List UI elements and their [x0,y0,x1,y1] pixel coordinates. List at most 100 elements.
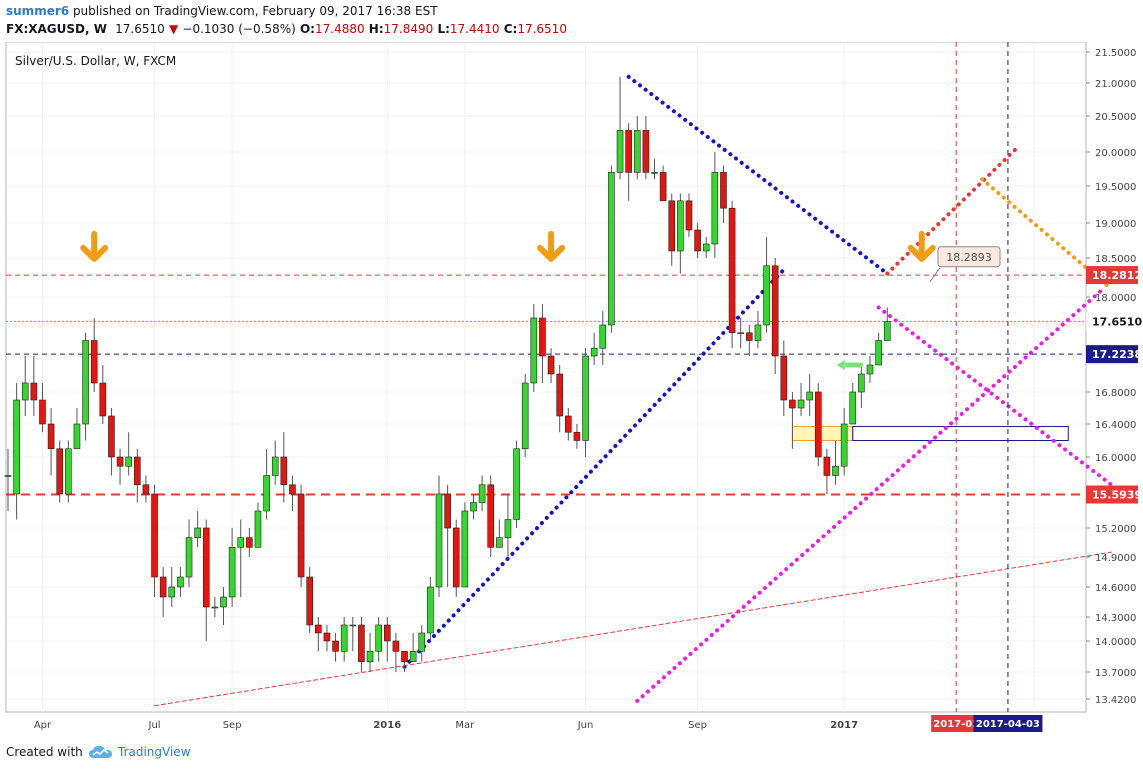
candle [116,448,124,485]
candle [39,383,46,433]
candle [668,193,676,266]
candle-body [263,475,270,512]
candle-body [56,448,64,495]
candle [125,432,132,476]
level-label: 15.5939 [1092,489,1142,502]
candle-body [21,382,29,401]
candle [151,484,158,597]
candle [4,448,12,511]
candle-body [737,332,745,335]
publish-header: summer6 published on TradingView.com, Fe… [0,0,1143,42]
candle-body [211,606,219,609]
price-chart[interactable]: Silver/U.S. Dollar, W, FXCM 21.5000 21.00… [0,42,1143,738]
date-marker-label: 2017-02 [933,719,979,730]
candle-body [547,355,555,375]
candle-body [65,448,72,495]
candle [616,76,624,180]
y-tick-label: 19.5000 [1095,182,1136,193]
candle-body [496,537,503,548]
candle-body [478,484,486,503]
trend-line [154,551,1112,707]
plot-area[interactable] [5,42,1087,713]
candle [323,625,331,652]
candle-body [4,475,12,477]
candle [444,484,451,587]
candle-body [487,484,495,548]
created-with-text: Created with [6,745,83,759]
candle-body [746,332,753,341]
candle-body [452,527,460,588]
candle [746,325,753,356]
published-text: published on TradingView.com, February 0… [72,4,438,18]
date-marker-label-box [973,715,1043,732]
candle-body [806,391,813,401]
candles-layer [4,76,891,672]
candle-body [47,423,55,450]
author-link[interactable]: summer6 [6,4,70,18]
candle-body [168,586,176,598]
candle-body [366,651,374,662]
candle [99,365,107,424]
footer: Created with TradingView [0,738,1143,770]
callout-text: 18.2893 [946,251,992,264]
price-change: −0.1030 (−0.58%) [182,22,296,36]
candle-body [599,324,607,349]
last-price: 17.6510 [115,22,165,36]
candle [470,494,477,520]
candle [677,193,684,274]
candle [13,383,20,520]
candle [73,408,81,450]
candle [487,475,495,557]
trend-line [885,146,1019,276]
candle [142,475,150,503]
candle-body [271,456,279,476]
candle [530,304,538,392]
callout-pointer [929,267,941,283]
candle [659,165,667,202]
y-tick-label: 19.0000 [1095,219,1136,230]
candle [840,408,848,476]
candle [452,519,460,597]
candle [849,383,857,425]
candle [858,365,865,408]
candle [720,165,727,223]
tradingview-brand-link[interactable]: TradingView [118,745,191,759]
candle [599,311,607,365]
candle-body [608,172,615,326]
candle-body [858,373,865,393]
candle [564,408,572,441]
candle [375,617,382,662]
symbol-info: FX:XAGUSD, W 17.6510 ▼ −0.1030 (−0.58%) … [6,22,567,36]
candle [754,311,762,349]
candle [168,567,176,607]
candle-body [151,493,158,578]
candle [315,617,322,652]
candle [435,475,443,597]
candle-body [763,265,770,326]
candle-body [840,423,848,467]
candle [461,502,469,588]
candle-body [513,448,520,520]
candle [237,519,245,597]
candle [90,318,98,392]
candle-body [590,347,598,357]
candle-body [358,624,365,662]
candle [806,374,813,416]
candle-body [823,456,831,476]
price-axis[interactable]: 21.5000 21.0000 20.5000 20.0000 19.5000 19.00… [1086,48,1142,706]
candle-body [435,493,443,588]
candle [254,502,262,548]
low-value: 17.4410 [449,22,500,36]
y-tick-label: 21.0000 [1095,79,1136,90]
time-axis[interactable]: AprJulSep2016MarJunSep2017Jun2017-022017… [34,715,1043,732]
candle-body [539,317,546,357]
candle-body [116,456,124,467]
candle [289,475,296,511]
candle-body [202,527,210,608]
candle [702,237,710,258]
candle [814,383,822,467]
candle [306,567,314,633]
candle [108,408,115,476]
candle-body [444,493,451,529]
chart-title: Silver/U.S. Dollar, W, FXCM [15,54,176,68]
